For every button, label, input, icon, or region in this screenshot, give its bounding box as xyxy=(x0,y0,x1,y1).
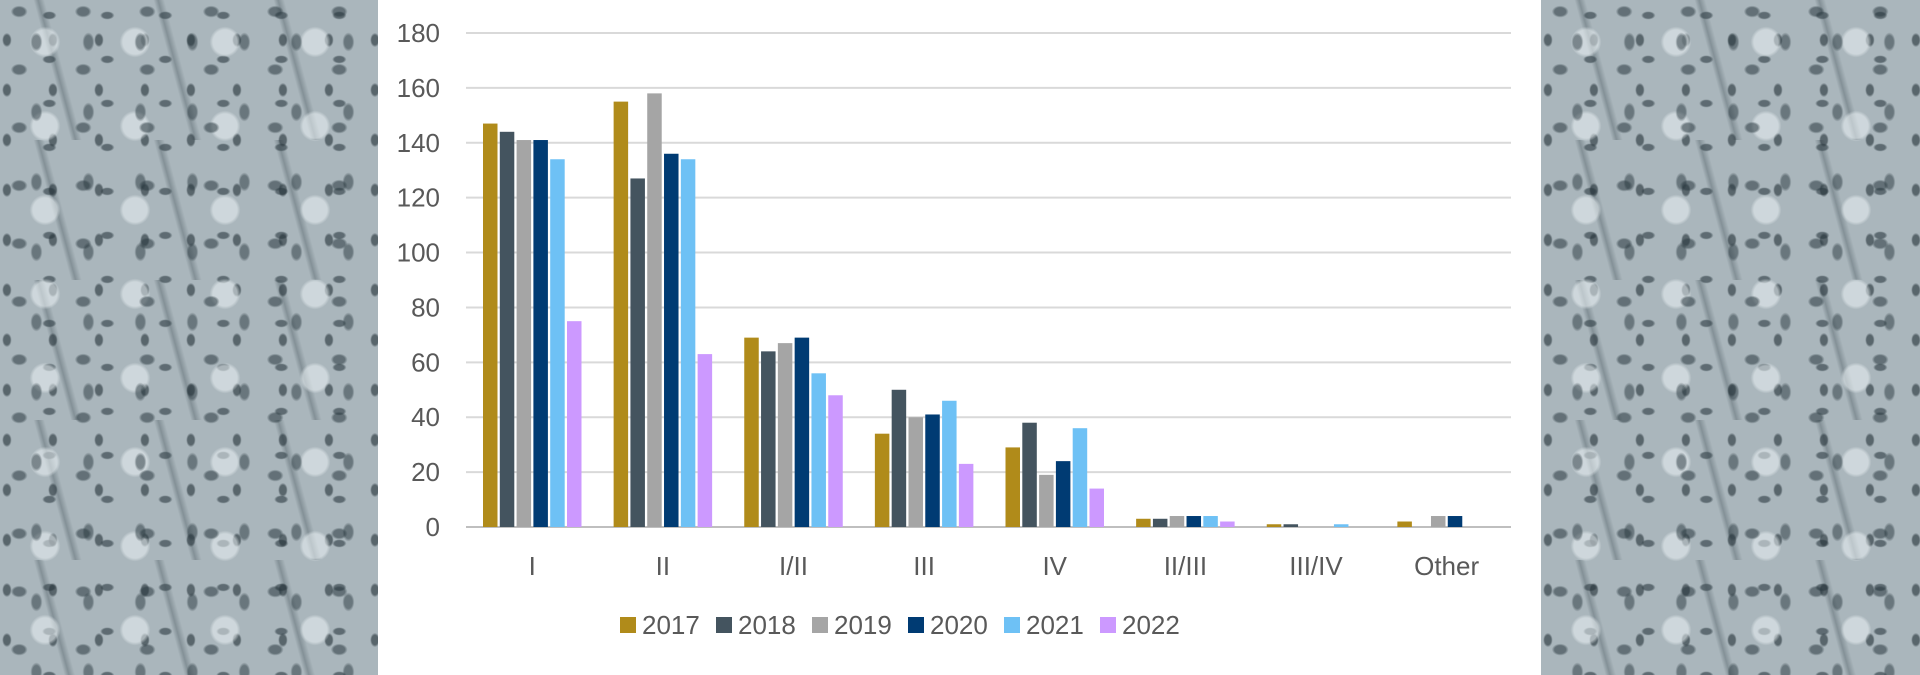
y-axis-tick-labels: 0 20 40 60 80 100 120 140 160 180 xyxy=(397,18,440,542)
bar-2019-i xyxy=(516,140,532,528)
x-axis-tick-labels: I II I/II III IV II/III III/IV Other xyxy=(529,551,1480,581)
bar-2018-iii-iv xyxy=(1283,524,1299,527)
bar-2018-ii-iii xyxy=(1152,518,1168,527)
legend-label: 2017 xyxy=(642,610,700,640)
bar-2021-i-ii xyxy=(811,373,826,527)
legend-swatch xyxy=(1004,617,1020,633)
y-tick-label: 20 xyxy=(411,457,440,487)
y-tick-label: 0 xyxy=(426,512,440,542)
legend-swatch xyxy=(812,617,828,633)
bar-2019-i-ii xyxy=(777,343,793,527)
bar-2022-iii xyxy=(958,463,974,527)
chart-panel: 0 20 40 60 80 100 120 140 160 180 I II I/II III IV II/… xyxy=(378,0,1541,675)
x-tick-label: I xyxy=(529,551,536,581)
y-tick-label: 60 xyxy=(411,347,440,377)
bar-2022-i-ii xyxy=(828,395,843,527)
bar-2019-ii-iii xyxy=(1169,516,1185,527)
y-tick-label: 180 xyxy=(397,18,440,48)
bar-2017-other xyxy=(1397,521,1412,527)
legend-item-2019[interactable]: 2019 xyxy=(812,610,892,640)
bar-2020-i-ii xyxy=(794,337,810,527)
bar-2017-ii xyxy=(613,101,629,527)
legend-label: 2020 xyxy=(930,610,988,640)
bar-2017-iii xyxy=(874,433,890,527)
legend-item-2018[interactable]: 2018 xyxy=(716,610,796,640)
x-tick-label: Other xyxy=(1414,551,1479,581)
bar-2020-other xyxy=(1447,516,1463,527)
y-tick-label: 160 xyxy=(397,73,440,103)
y-tick-label: 40 xyxy=(411,402,440,432)
x-tick-label: III xyxy=(913,551,935,581)
legend[interactable]: 2017 2018 2019 2020 2021 2022 xyxy=(620,610,1180,640)
legend-label: 2018 xyxy=(738,610,796,640)
bar-2018-iv xyxy=(1022,422,1037,527)
bar-2018-ii xyxy=(630,178,645,527)
y-tick-label: 140 xyxy=(397,128,440,158)
bar-2017-ii-iii xyxy=(1136,518,1151,527)
x-tick-label: II/III xyxy=(1164,551,1207,581)
bar-2017-i-ii xyxy=(744,337,759,527)
bar-2021-ii-iii xyxy=(1203,516,1218,527)
bar-2020-ii-iii xyxy=(1186,516,1202,527)
bar-2018-i-ii xyxy=(761,351,776,527)
bar-2022-i xyxy=(567,321,582,527)
x-tick-label: III/IV xyxy=(1289,551,1343,581)
legend-swatch xyxy=(1100,617,1116,633)
bar-2019-ii xyxy=(647,93,662,527)
x-tick-label: I/II xyxy=(779,551,808,581)
x-tick-label: II xyxy=(656,551,670,581)
bar-2018-iii xyxy=(891,389,907,527)
legend-swatch xyxy=(716,617,732,633)
legend-item-2020[interactable]: 2020 xyxy=(908,610,988,640)
y-tick-label: 120 xyxy=(397,183,440,213)
y-tick-label: 80 xyxy=(411,292,440,322)
bar-2020-ii xyxy=(664,153,679,527)
bar-2022-ii-iii xyxy=(1220,521,1235,527)
x-tick-label: IV xyxy=(1042,551,1067,581)
bar-2017-iii-iv xyxy=(1266,524,1282,527)
bar-2020-iii xyxy=(925,414,940,527)
legend-swatch xyxy=(620,617,636,633)
bar-2021-iii xyxy=(942,400,957,527)
bar-2022-ii xyxy=(697,354,713,527)
bar-2020-iv xyxy=(1055,461,1071,527)
bar-2017-iv xyxy=(1005,447,1020,527)
legend-swatch xyxy=(908,617,924,633)
background-tissue-image-left xyxy=(0,0,378,675)
bar-2021-iii-iv xyxy=(1333,524,1349,527)
bar-2021-iv xyxy=(1072,428,1088,527)
bar-2022-iv xyxy=(1089,488,1104,527)
bar-2020-i xyxy=(533,140,548,528)
y-tick-label: 100 xyxy=(397,238,440,268)
background-tissue-image-right xyxy=(1541,0,1920,675)
legend-item-2017[interactable]: 2017 xyxy=(620,610,700,640)
legend-item-2021[interactable]: 2021 xyxy=(1004,610,1084,640)
bar-2017-i xyxy=(483,123,498,528)
bar-2021-ii xyxy=(680,159,696,527)
legend-label: 2019 xyxy=(834,610,892,640)
bar-2019-iii xyxy=(908,417,923,527)
bar-2019-iv xyxy=(1039,474,1054,527)
bar-2019-other xyxy=(1430,516,1446,527)
legend-label: 2021 xyxy=(1026,610,1084,640)
legend-label: 2022 xyxy=(1122,610,1180,640)
bars xyxy=(483,93,1463,528)
legend-item-2022[interactable]: 2022 xyxy=(1100,610,1180,640)
bar-2021-i xyxy=(550,159,565,527)
bar-2018-i xyxy=(499,131,515,528)
